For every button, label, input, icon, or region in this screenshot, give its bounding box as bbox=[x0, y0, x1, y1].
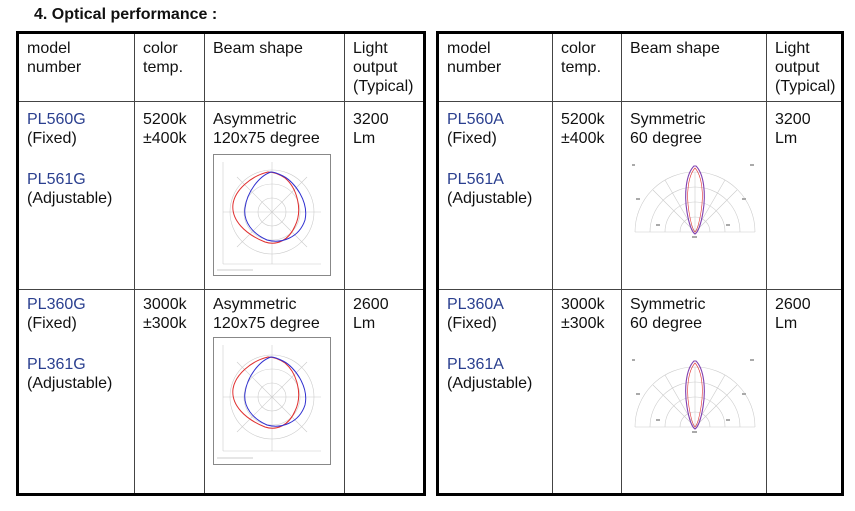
model-number: PL360G bbox=[27, 296, 86, 313]
symmetric-beam-diagram bbox=[632, 164, 756, 238]
table-row: PL560G (Fixed) PL561G (Adjustable) 5200k ±40… bbox=[17, 101, 425, 290]
color-temp: 3000k bbox=[143, 296, 187, 313]
header-color-temp: color temp. bbox=[134, 32, 205, 102]
model-number: PL560A bbox=[447, 111, 504, 128]
model-number: PL361G bbox=[27, 356, 86, 373]
light-output: 3200 bbox=[353, 111, 389, 128]
header-color-temp: color temp. bbox=[552, 32, 622, 102]
model-number: PL560G bbox=[27, 111, 86, 128]
model-number: PL561A bbox=[447, 171, 504, 188]
header-beam-shape: Beam shape bbox=[621, 32, 767, 102]
asymmetric-beam-diagram bbox=[213, 154, 331, 276]
table-row: PL360A (Fixed) PL361A (Adjustable) 3000k ±30… bbox=[437, 289, 843, 495]
beam-type: Asymmetric bbox=[213, 296, 297, 313]
beam-type: Symmetric bbox=[630, 111, 706, 128]
asymmetric-table: model number color temp. Beam shape Light o… bbox=[16, 31, 426, 496]
light-output: 3200 bbox=[775, 111, 811, 128]
model-number: PL561G bbox=[27, 171, 86, 188]
beam-type: Symmetric bbox=[630, 296, 706, 313]
light-output: 2600 bbox=[775, 296, 811, 313]
header-light-output: Light output (Typical) bbox=[344, 32, 425, 102]
model-number: PL360A bbox=[447, 296, 504, 313]
header-beam-shape: Beam shape bbox=[204, 32, 345, 102]
table-row: PL560A (Fixed) PL561A (Adjustable) 5200k ±40… bbox=[437, 101, 843, 290]
color-temp: 5200k bbox=[561, 111, 605, 128]
asymmetric-beam-diagram bbox=[213, 337, 331, 465]
color-temp: 3000k bbox=[561, 296, 605, 313]
header-model: model number bbox=[437, 32, 553, 102]
table-row: PL360G (Fixed) PL361G (Adjustable) 3000k ±30… bbox=[17, 289, 425, 495]
symmetric-table: model number color temp. Beam shape Light o… bbox=[436, 31, 844, 496]
beam-type: Asymmetric bbox=[213, 111, 297, 128]
header-model: model number bbox=[17, 32, 135, 102]
light-output: 2600 bbox=[353, 296, 389, 313]
section-title: 4. Optical performance : bbox=[34, 6, 218, 23]
model-number: PL361A bbox=[447, 356, 504, 373]
color-temp: 5200k bbox=[143, 111, 187, 128]
table-header-row: model number color temp. Beam shape Light o… bbox=[437, 32, 843, 102]
symmetric-beam-diagram bbox=[632, 359, 756, 433]
table-header-row: model number color temp. Beam shape Light o… bbox=[17, 32, 425, 102]
header-light-output: Light output (Typical) bbox=[766, 32, 843, 102]
